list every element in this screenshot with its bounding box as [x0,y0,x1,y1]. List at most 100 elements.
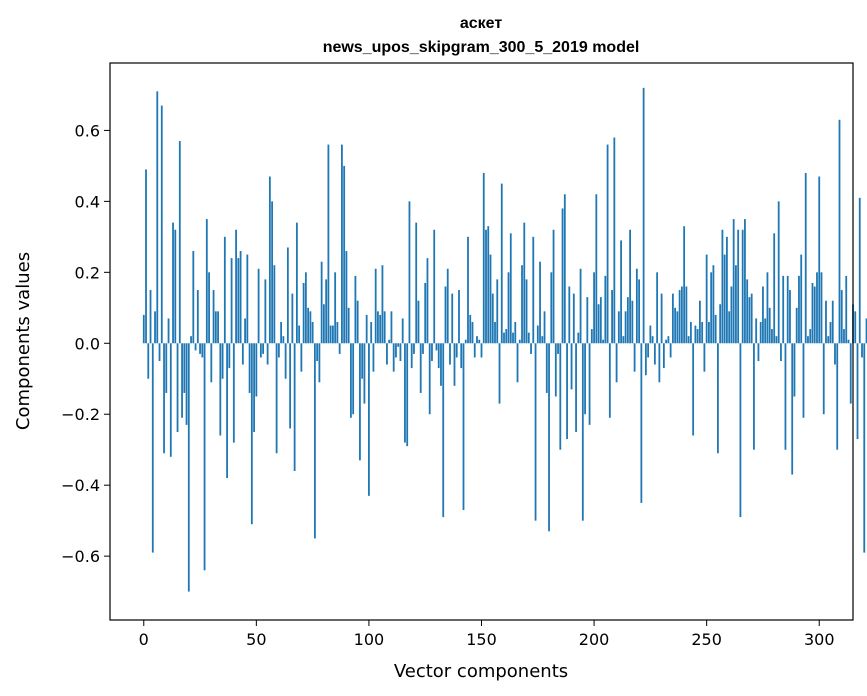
bar [230,258,233,344]
bar [503,332,505,344]
bar [633,343,636,372]
bar [798,275,800,344]
bar [356,300,359,344]
bar [750,293,753,344]
bar [523,222,526,344]
bar [795,307,798,344]
bar [640,343,643,503]
bar [228,343,231,369]
bar [849,343,852,404]
bar [816,272,818,344]
bar [480,343,483,358]
bar [413,343,415,354]
bar [370,321,373,344]
bar [433,229,436,344]
bar [514,321,517,344]
bar [467,236,469,344]
bar [383,311,386,344]
bar [784,343,787,450]
bar [338,343,341,354]
bar [775,336,778,344]
bar [847,339,850,344]
bar [422,343,424,354]
bar [660,293,663,344]
bar [584,343,586,415]
bar [624,311,627,344]
bar [185,343,188,425]
bar [525,279,528,344]
x-tick-label: 250 [691,630,722,649]
bar [516,343,519,383]
bar [568,286,571,344]
bar [178,141,181,344]
bar [748,297,751,344]
bar [552,229,555,344]
bar [858,197,861,344]
bar [606,144,609,344]
bar [214,311,217,344]
bar [579,268,582,344]
bar [861,343,863,358]
bar [289,343,292,429]
bar [196,290,199,344]
bar [744,219,746,344]
bar [332,325,334,344]
bar [473,343,476,358]
bar [277,343,280,358]
bar [840,290,843,344]
bar [836,343,839,450]
bar [671,293,674,344]
bar [336,321,339,344]
bar [145,169,147,344]
bar [658,343,661,383]
bar [295,222,298,344]
x-tick-label: 300 [804,630,835,649]
bar [789,290,791,344]
bar [820,272,823,344]
bar [753,343,755,450]
bar [485,229,487,344]
y-tick-label: 0.2 [75,263,100,282]
bar [802,343,805,418]
bar [476,336,478,344]
bar [536,325,539,344]
bar [593,272,595,344]
bar [248,343,251,393]
bar [435,343,438,351]
bar [223,236,226,344]
bar [169,343,172,457]
bar [694,325,697,344]
bar [437,343,440,369]
bar [350,343,352,418]
bar [512,332,514,344]
bar [692,343,695,436]
bar [241,343,244,365]
bar [232,343,235,443]
bar [286,247,289,344]
bar [442,343,445,518]
bar [588,343,591,425]
bar [455,343,458,358]
bar [509,233,512,344]
bar [268,176,271,344]
bar [174,229,177,344]
bar [530,343,532,354]
bar [392,343,395,372]
bar [205,219,208,344]
bar [183,343,186,393]
bar [377,311,379,344]
bar [343,165,346,344]
bar [397,343,400,347]
bar [723,254,726,344]
bar [478,339,481,344]
bar [586,297,589,344]
bar [602,339,604,344]
bar [379,314,382,344]
x-tick-label: 0 [139,630,149,649]
bar [534,343,537,521]
y-tick-label: −0.6 [61,547,100,566]
bar [363,343,366,404]
bar [741,229,744,344]
bar [201,343,204,358]
bar [280,321,283,344]
